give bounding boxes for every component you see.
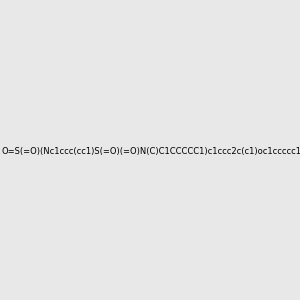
Text: O=S(=O)(Nc1ccc(cc1)S(=O)(=O)N(C)C1CCCCC1)c1ccc2c(c1)oc1ccccc12: O=S(=O)(Nc1ccc(cc1)S(=O)(=O)N(C)C1CCCCC1… [1,147,300,156]
